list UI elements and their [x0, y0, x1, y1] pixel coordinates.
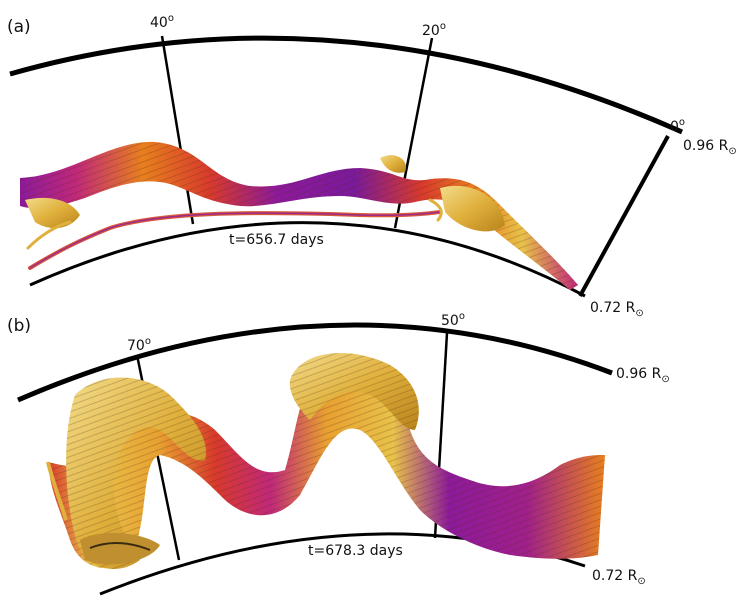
radius-label-inner-b: 0.72 R⊙ — [592, 568, 646, 587]
inner-boundary-arc — [29, 221, 586, 298]
magnetic-wreath-a — [20, 141, 578, 290]
longitude-label-70: 70o — [127, 336, 151, 354]
longitude-label-40: 40o — [150, 13, 174, 31]
longitude-label-50: 50o — [441, 311, 465, 329]
panel-a-label: (a) — [7, 17, 31, 37]
time-label-a: t=656.7 days — [229, 232, 324, 248]
longitude-line-0 — [578, 135, 670, 297]
time-label-b: t=678.3 days — [308, 543, 403, 559]
longitude-label-0: 0o — [670, 117, 685, 135]
panel-b-label: (b) — [7, 316, 31, 336]
radius-label-outer-a: 0.96 R⊙ — [683, 138, 737, 157]
panel-a: (a) 40o 20o 0o 0.96 R⊙ 0.72 R⊙ t=656.7 d… — [7, 13, 737, 319]
longitude-line-40 — [160, 35, 195, 225]
longitude-label-20: 20o — [422, 21, 446, 39]
panel-b: (b) 70o 50o 0.96 R⊙ 0.72 R⊙ t=678.3 days — [7, 311, 670, 596]
outer-boundary-arc — [9, 35, 684, 135]
radius-label-inner-a: 0.72 R⊙ — [590, 300, 644, 319]
outer-boundary-arc — [17, 322, 613, 403]
radius-label-outer-b: 0.96 R⊙ — [616, 366, 670, 385]
magnetic-wreath-b — [46, 353, 605, 569]
